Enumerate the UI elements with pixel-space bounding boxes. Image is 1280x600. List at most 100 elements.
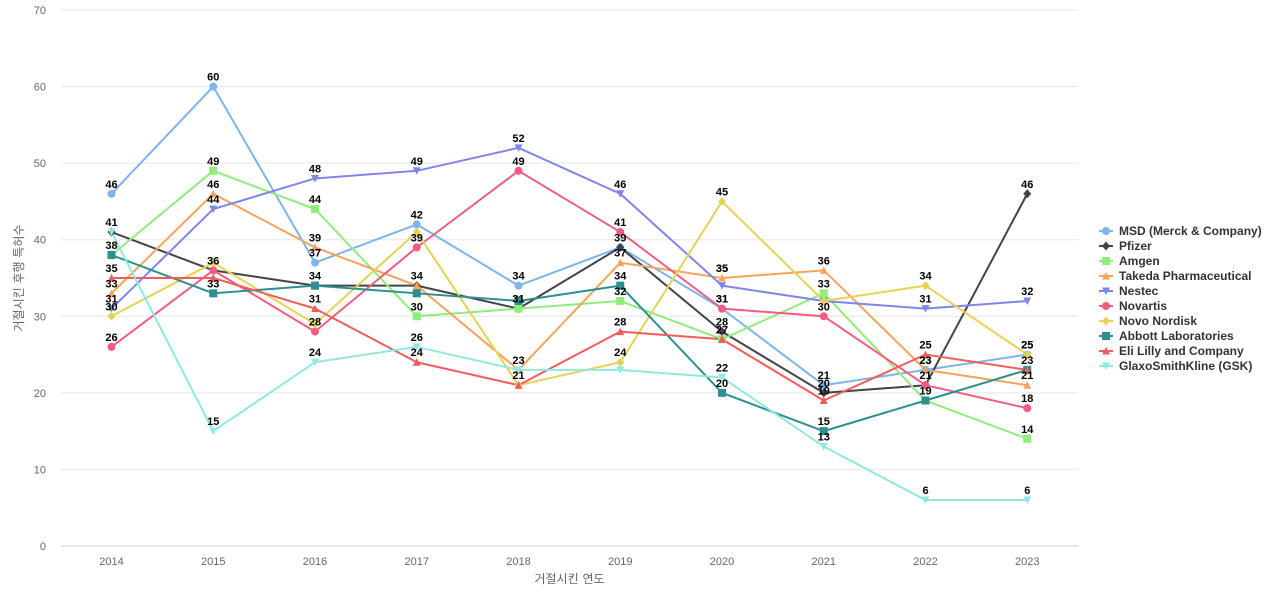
data-label: 52 — [512, 133, 524, 145]
data-point — [921, 496, 930, 505]
series-line — [110, 169, 1028, 440]
legend-item[interactable]: MSD (Merck & Company) — [1119, 224, 1262, 238]
data-label: 38 — [105, 240, 117, 252]
legend-item[interactable]: Eli Lilly and Company — [1119, 344, 1244, 358]
data-point — [921, 350, 930, 359]
data-point — [1023, 404, 1032, 413]
y-axis-tick-labels: 0 10 20 30 40 50 60 70 — [34, 5, 46, 553]
series-line — [111, 277, 1028, 402]
legend-marker — [1102, 227, 1110, 235]
x-tick-label: 2023 — [1015, 556, 1039, 568]
data-point — [1023, 381, 1032, 389]
data-point — [616, 366, 625, 374]
data-label: 36 — [207, 255, 219, 267]
data-label: 33 — [818, 278, 830, 290]
data-label: 6 — [1024, 485, 1030, 497]
data-label: 20 — [818, 378, 830, 390]
data-label: 34 — [512, 271, 525, 283]
data-point — [1023, 297, 1032, 305]
data-point — [819, 442, 828, 451]
data-point — [311, 258, 319, 267]
x-tick-label: 2022 — [913, 556, 937, 568]
legend-item[interactable]: Novartis — [1119, 299, 1167, 313]
legend-item[interactable]: Takeda Pharmaceutical — [1119, 269, 1252, 283]
data-point — [514, 166, 523, 175]
data-point — [718, 304, 726, 313]
data-label: 22 — [716, 363, 728, 375]
series-line — [110, 169, 1028, 410]
data-label: 31 — [105, 294, 117, 306]
x-axis-tick-labels: 2014 2015 2016 2017 2018 2019 2020 2021 2022 2023 — [99, 556, 1039, 568]
data-label: 33 — [105, 278, 117, 290]
data-point — [412, 343, 421, 351]
y-axis-title: 거절시킨 후행 특허수 — [11, 225, 26, 332]
grid-lines — [61, 9, 1078, 547]
data-label: 34 — [614, 271, 627, 283]
series-line — [110, 146, 1028, 310]
data-label: 23 — [512, 355, 524, 367]
data-point — [1023, 350, 1032, 360]
data-label: 26 — [105, 332, 117, 344]
legend-item[interactable]: Novo Nordisk — [1119, 314, 1197, 328]
data-point — [616, 242, 625, 252]
data-point — [311, 174, 319, 183]
legend-item[interactable]: Abbott Laboratories — [1119, 329, 1234, 343]
data-point — [921, 396, 930, 405]
data-label: 14 — [1021, 424, 1034, 436]
y-tick-label: 20 — [34, 388, 46, 400]
data-label: 25 — [919, 340, 931, 352]
legend-marker — [1102, 272, 1110, 280]
data-label: 24 — [614, 347, 627, 359]
data-label: 34 — [919, 271, 932, 283]
series-line — [111, 193, 1029, 394]
data-point — [311, 319, 319, 329]
data-point — [718, 335, 726, 343]
legend-marker — [1102, 257, 1110, 265]
data-point — [209, 274, 218, 282]
data-label: 35 — [105, 263, 117, 275]
data-label: 15 — [207, 416, 219, 428]
legend-marker — [1102, 347, 1110, 355]
data-label: 41 — [105, 217, 117, 229]
data-label: 41 — [614, 217, 626, 229]
data-label: 20 — [716, 378, 728, 390]
data-label: 28 — [614, 317, 626, 329]
data-label: 31 — [512, 294, 524, 306]
data-point — [412, 281, 421, 290]
legend-item[interactable]: Amgen — [1119, 254, 1160, 268]
data-point — [718, 196, 726, 206]
data-label: 26 — [411, 332, 423, 344]
data-point — [514, 144, 523, 152]
data-label: 21 — [1021, 370, 1033, 382]
legend-item[interactable]: Nestec — [1119, 284, 1159, 298]
data-label: 25 — [1021, 340, 1033, 352]
data-point — [921, 381, 930, 390]
x-tick-label: 2019 — [608, 556, 632, 568]
data-label: 30 — [411, 301, 423, 313]
legend-marker — [1102, 302, 1110, 310]
data-labels: 46 60 37 42 34 39 31 21 23 25 41 31 28 20 46 38 49 44 30 32… — [105, 72, 1034, 497]
data-point — [819, 312, 828, 321]
data-point — [718, 327, 726, 337]
data-point — [311, 304, 319, 313]
y-tick-label: 70 — [34, 5, 46, 17]
data-point — [412, 227, 421, 237]
data-point — [616, 327, 625, 336]
data-label: 31 — [716, 294, 728, 306]
data-label: 23 — [919, 355, 931, 367]
series-lines — [110, 85, 1029, 502]
data-point — [107, 228, 116, 237]
data-label: 31 — [309, 294, 321, 306]
data-point — [311, 358, 319, 367]
data-point — [209, 189, 218, 198]
data-point — [616, 190, 625, 198]
data-point — [412, 312, 421, 321]
legend-item[interactable]: Pfizer — [1119, 239, 1152, 253]
data-point — [209, 205, 218, 214]
data-point — [1023, 189, 1032, 199]
data-label: 49 — [207, 156, 219, 168]
legend-item[interactable]: GlaxoSmithKline (GSK) — [1119, 359, 1252, 373]
data-point — [514, 281, 523, 290]
data-point — [311, 243, 319, 251]
